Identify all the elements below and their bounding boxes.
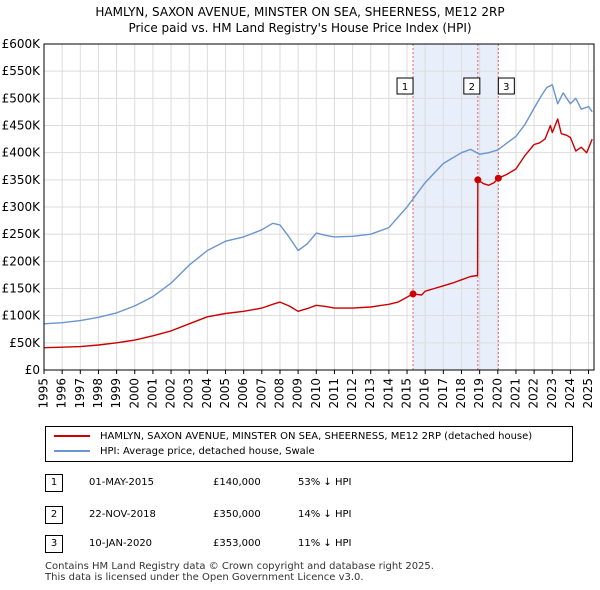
x-tick-label: 1995 (37, 378, 51, 409)
transaction-date: 01-MAY-2015 (89, 477, 155, 488)
y-tick-label: £600K (2, 37, 42, 51)
legend-item-hpi: HPI: Average price, detached house, Swal… (54, 445, 315, 459)
transaction-label-box (396, 77, 414, 95)
x-tick-label: 2023 (545, 378, 559, 409)
x-tick-label: 2020 (490, 378, 504, 409)
transaction-price: £350,000 (213, 509, 261, 520)
x-tick-label: 2001 (145, 378, 159, 409)
y-tick-label: £150K (2, 282, 42, 296)
x-tick-label: 2002 (164, 378, 178, 409)
price-chart: £0 £50K £100K £150K £200K £250K £300K £350K £400… (2, 37, 595, 409)
x-tick-label: 2012 (345, 378, 359, 409)
x-tick-label: 2019 (472, 378, 486, 409)
plot-frame (43, 43, 595, 371)
legend-swatch-property (54, 435, 90, 437)
property-price-line (43, 118, 593, 349)
transaction-point (494, 174, 502, 182)
y-tick-label: £400K (2, 146, 42, 160)
x-tick-label: 1998 (91, 378, 105, 409)
x-tick-label: 1999 (109, 378, 123, 409)
transaction-label: 3 (503, 82, 509, 93)
transaction-hpi: 11% ↓ HPI (298, 538, 352, 549)
x-tick-label: 2017 (436, 378, 450, 409)
transaction-number: 2 (45, 506, 63, 524)
y-tick-label: £0 (25, 363, 40, 377)
legend-item-property: HAMLYN, SAXON AVENUE, MINSTER ON SEA, SH… (54, 430, 532, 444)
x-tick-label: 2010 (309, 378, 323, 409)
x-tick-label: 2025 (581, 378, 595, 409)
x-tick-label: 2015 (400, 378, 414, 409)
x-tick-label: 2021 (508, 378, 522, 409)
x-tick-label: 2013 (363, 378, 377, 409)
transaction-date: 10-JAN-2020 (89, 538, 153, 549)
transaction-point (409, 290, 417, 298)
legend-swatch-hpi (54, 450, 90, 452)
transaction-label: 1 (402, 82, 408, 93)
legend-label-hpi: HPI: Average price, detached house, Swal… (100, 446, 315, 457)
x-tick-label: 2022 (527, 378, 541, 409)
transaction-point (474, 176, 482, 184)
x-tick-label: 2006 (236, 378, 250, 409)
x-tick-label: 1997 (73, 378, 87, 409)
x-tick-label: 2005 (218, 378, 232, 409)
transaction-price: £353,000 (213, 538, 261, 549)
transaction-number: 3 (45, 535, 63, 553)
y-tick-label: £300K (2, 200, 42, 214)
y-tick-label: £200K (2, 254, 42, 268)
transaction-label-box (463, 77, 481, 95)
x-tick-label: 2018 (454, 378, 468, 409)
transaction-label-box (497, 77, 515, 95)
footer-line-2: This data is licensed under the Open Gov… (45, 572, 364, 583)
transaction-number: 1 (45, 474, 63, 492)
x-tick-label: 2009 (291, 378, 305, 409)
y-tick-label: £450K (2, 119, 42, 133)
y-tick-label: £100K (2, 309, 42, 323)
x-tick-label: 2016 (418, 378, 432, 409)
transaction-price: £140,000 (213, 477, 261, 488)
y-tick-label: £550K (2, 64, 42, 78)
title-line-1: HAMLYN, SAXON AVENUE, MINSTER ON SEA, SH… (95, 5, 505, 19)
y-tick-label: £350K (2, 173, 42, 187)
x-tick-label: 2008 (272, 378, 286, 409)
x-tick-label: 2000 (127, 378, 141, 409)
transaction-label: 2 (469, 82, 475, 93)
y-tick-label: £50K (9, 336, 41, 350)
y-tick-label: £250K (2, 227, 42, 241)
x-tick-label: 2004 (200, 378, 214, 409)
transaction-date: 22-NOV-2018 (89, 509, 156, 520)
legend-label-property: HAMLYN, SAXON AVENUE, MINSTER ON SEA, SH… (100, 431, 533, 442)
hpi-line (43, 84, 593, 325)
legend: HAMLYN, SAXON AVENUE, MINSTER ON SEA, SH… (45, 426, 573, 462)
x-tick-label: 2003 (182, 378, 196, 409)
transaction-hpi: 53% ↓ HPI (298, 477, 352, 488)
footer-line-1: Contains HM Land Registry data © Crown c… (45, 561, 434, 572)
transaction-hpi: 14% ↓ HPI (298, 509, 352, 520)
x-tick-label: 2011 (327, 378, 341, 409)
x-tick-label: 2007 (254, 378, 268, 409)
y-tick-label: £500K (2, 91, 42, 105)
chart-title: HAMLYN, SAXON AVENUE, MINSTER ON SEA, SH… (0, 4, 600, 36)
footer: Contains HM Land Registry data © Crown c… (45, 561, 434, 583)
x-tick-label: 2014 (381, 378, 395, 409)
x-tick-label: 2024 (563, 378, 577, 409)
title-line-2: Price paid vs. HM Land Registry's House … (128, 21, 472, 35)
x-tick-label: 1996 (55, 378, 69, 409)
